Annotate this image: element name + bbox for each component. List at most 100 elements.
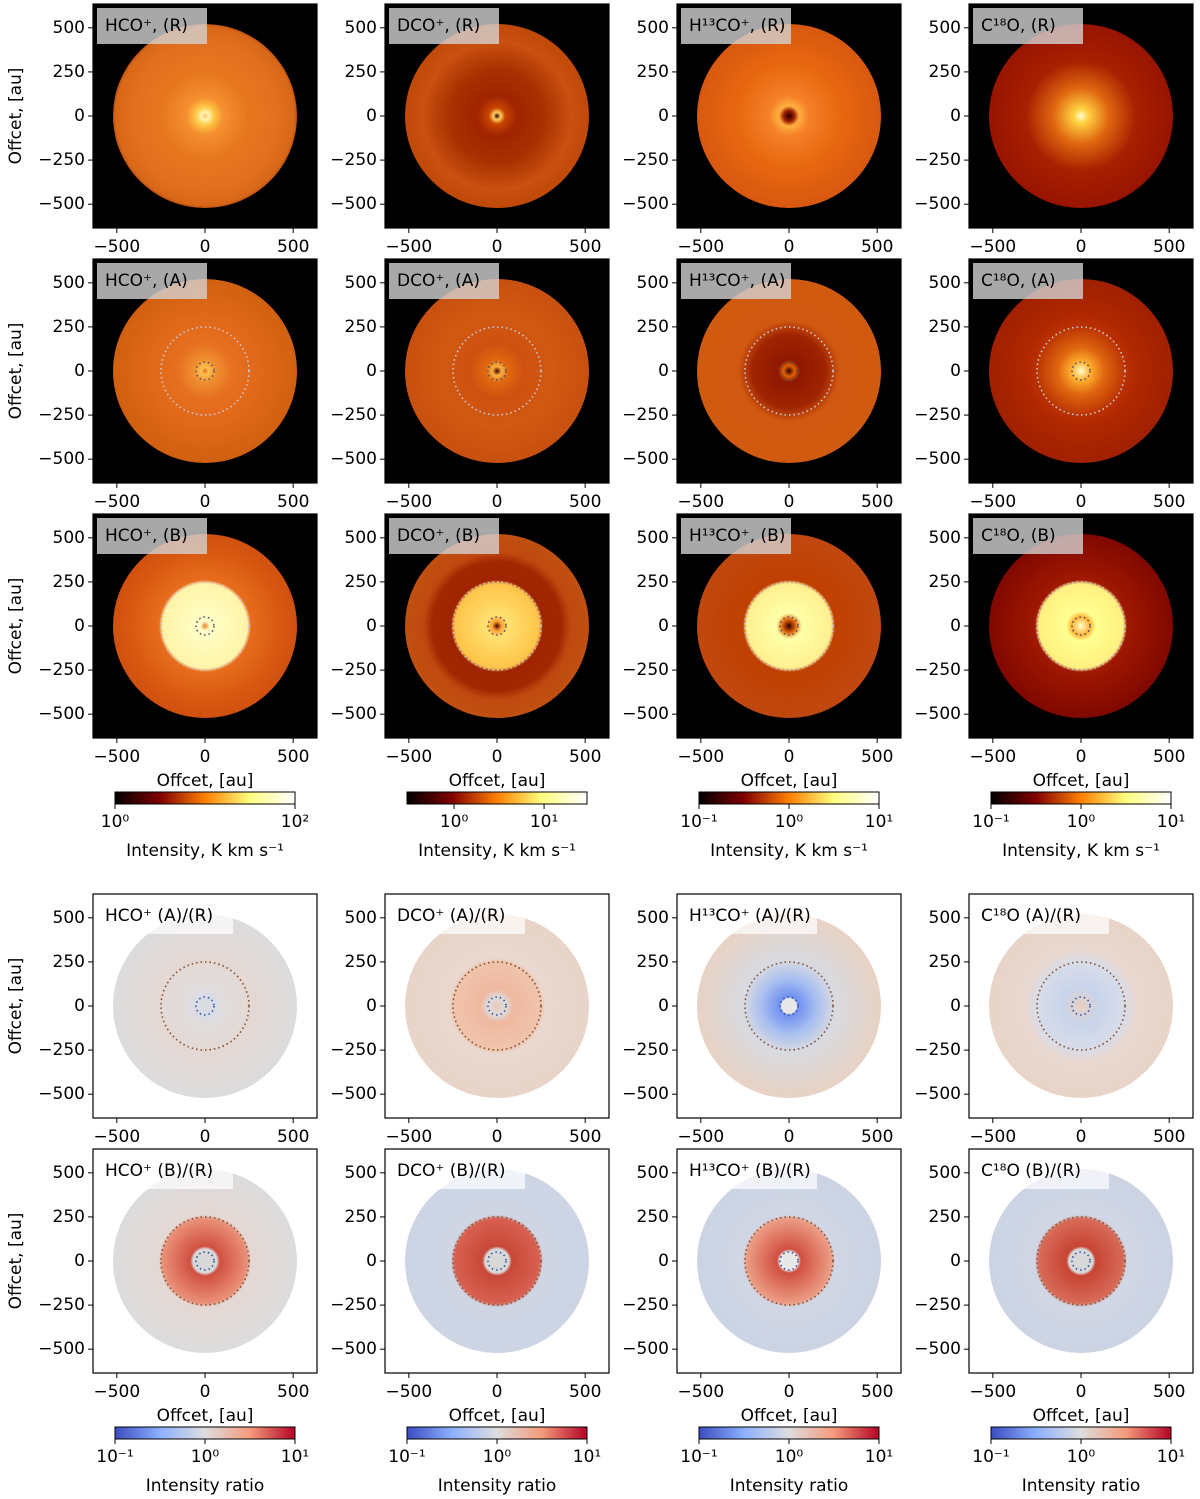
colorbar-tick-label: 10¹ — [530, 812, 558, 832]
y-tick-label: −250 — [914, 1295, 961, 1315]
x-tick-label: 500 — [277, 747, 309, 767]
x-tick-label: 0 — [200, 747, 211, 767]
y-tick-label: 250 — [345, 62, 377, 82]
boundary-ring — [487, 361, 507, 381]
y-tick-label: 250 — [637, 572, 669, 592]
x-tick-label: 500 — [277, 1382, 309, 1402]
y-tick-label: 500 — [929, 908, 961, 928]
boundary-ring — [452, 961, 542, 1051]
panel-title: HCO⁺ (A)/(R) — [105, 906, 213, 926]
colorbar-label: Intensity, K km s⁻¹ — [418, 841, 576, 861]
x-tick-label: −500 — [385, 747, 432, 767]
x-tick-label: 500 — [569, 492, 601, 512]
y-tick-label: 500 — [637, 1163, 669, 1183]
x-tick-label: −500 — [93, 1382, 140, 1402]
y-tick-label: 500 — [53, 18, 85, 38]
colorbar-tick-label: 10⁻¹ — [680, 812, 717, 832]
title-box — [681, 518, 791, 554]
image-disc — [113, 534, 297, 718]
y-tick-label: 0 — [74, 1251, 85, 1271]
panel-title: C¹⁸O (B)/(R) — [981, 1161, 1081, 1181]
y-tick-label: 0 — [658, 106, 669, 126]
x-tick-label: 0 — [1076, 747, 1087, 767]
y-tick-label: 500 — [53, 273, 85, 293]
y-tick-label: 250 — [637, 1207, 669, 1227]
panel-title: DCO⁺ (B)/(R) — [397, 1161, 505, 1181]
colorbar-label: Intensity, K km s⁻¹ — [1002, 841, 1160, 861]
x-tick-label: −500 — [969, 237, 1016, 257]
colorbar-label: Intensity ratio — [1022, 1476, 1141, 1496]
x-tick-label: 500 — [1153, 237, 1185, 257]
x-tick-label: −500 — [93, 492, 140, 512]
boundary-ring — [487, 1251, 507, 1271]
boundary-ring — [1036, 961, 1126, 1051]
x-tick-label: 0 — [200, 1382, 211, 1402]
image-disc — [405, 24, 589, 208]
y-tick-label: −500 — [622, 704, 669, 724]
panel-title: H¹³CO⁺, (R) — [689, 16, 786, 36]
x-tick-label: 500 — [277, 237, 309, 257]
y-tick-label: −250 — [914, 150, 961, 170]
x-tick-label: 0 — [784, 747, 795, 767]
x-tick-label: −500 — [677, 1382, 724, 1402]
image-disc — [989, 1169, 1173, 1353]
image-disc — [989, 534, 1173, 718]
y-tick-label: 500 — [929, 1163, 961, 1183]
y-tick-label: −500 — [622, 449, 669, 469]
x-tick-label: 500 — [861, 492, 893, 512]
y-tick-label: −250 — [330, 150, 377, 170]
y-tick-label: −250 — [330, 405, 377, 425]
x-tick-label: 0 — [784, 237, 795, 257]
y-tick-label: 0 — [658, 996, 669, 1016]
title-box — [389, 1153, 525, 1189]
boundary-ring — [160, 326, 250, 416]
y-tick-label: −250 — [330, 1295, 377, 1315]
x-axis-label: Offcet, [au] — [1033, 771, 1130, 791]
panel-title: DCO⁺, (B) — [397, 526, 480, 546]
y-tick-label: 500 — [637, 528, 669, 548]
x-tick-label: 500 — [861, 1382, 893, 1402]
panel-title: HCO⁺, (A) — [105, 271, 188, 291]
boundary-ring — [779, 1251, 799, 1271]
y-tick-label: 0 — [658, 361, 669, 381]
image-disc — [989, 24, 1173, 208]
y-tick-label: 0 — [658, 1251, 669, 1271]
title-box — [389, 518, 499, 554]
x-tick-label: 500 — [1153, 492, 1185, 512]
x-tick-label: −500 — [969, 747, 1016, 767]
x-axis-label: Offcet, [au] — [157, 771, 254, 791]
y-tick-label: 500 — [345, 1163, 377, 1183]
x-axis-label: Offcet, [au] — [449, 1406, 546, 1426]
panel-title: HCO⁺, (B) — [105, 526, 188, 546]
x-tick-label: −500 — [677, 747, 724, 767]
x-tick-label: 0 — [784, 492, 795, 512]
boundary-ring — [160, 961, 250, 1051]
x-tick-label: −500 — [677, 492, 724, 512]
boundary-ring — [195, 1251, 215, 1271]
y-tick-label: 0 — [950, 996, 961, 1016]
panel-title: H¹³CO⁺, (B) — [689, 526, 785, 546]
boundary-ring — [779, 616, 799, 636]
image-disc — [405, 1169, 589, 1353]
y-tick-label: −250 — [38, 150, 85, 170]
y-tick-label: 500 — [53, 1163, 85, 1183]
colorbar — [698, 791, 880, 805]
x-tick-label: 0 — [1076, 492, 1087, 512]
x-tick-label: 0 — [784, 1382, 795, 1402]
colorbar-tick-label: 10⁰ — [1067, 1447, 1096, 1467]
x-tick-label: −500 — [385, 1382, 432, 1402]
x-tick-label: 0 — [492, 747, 503, 767]
x-tick-label: 0 — [492, 492, 503, 512]
title-box — [973, 518, 1083, 554]
y-tick-label: −500 — [330, 1084, 377, 1104]
boundary-ring — [487, 616, 507, 636]
x-tick-label: −500 — [385, 237, 432, 257]
y-tick-label: 250 — [345, 952, 377, 972]
colorbar-label: Intensity ratio — [146, 1476, 265, 1496]
x-axis-label: Offcet, [au] — [157, 1406, 254, 1426]
y-tick-label: −500 — [622, 1084, 669, 1104]
x-axis-label: Offcet, [au] — [741, 771, 838, 791]
y-axis-label: Offcet, [au] — [6, 958, 26, 1055]
x-tick-label: 500 — [861, 1127, 893, 1147]
y-tick-label: 0 — [366, 616, 377, 636]
